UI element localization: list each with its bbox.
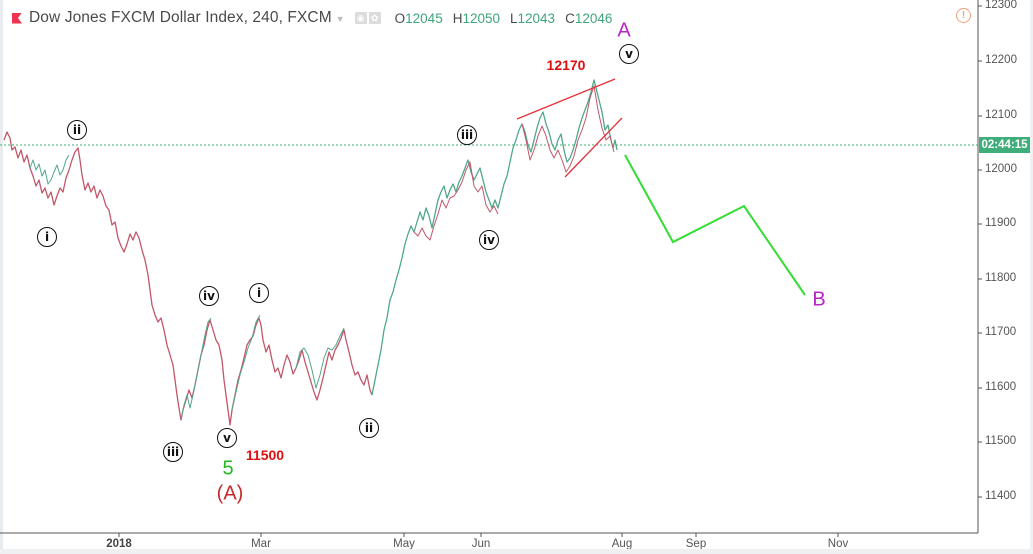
wave-label-iv-2[interactable]: iv	[479, 230, 499, 250]
wave-B-label[interactable]: B	[812, 288, 826, 311]
ohlc-values: O12045 H12050 L12043 C12046	[395, 11, 613, 26]
time-tick: Jun	[471, 538, 491, 550]
price-tick: 12200	[985, 54, 1017, 66]
wave-label-iii[interactable]: iii	[163, 442, 183, 462]
left-edge	[0, 0, 3, 554]
price-tick: 11600	[985, 381, 1017, 393]
ohlc-open-key: O	[394, 10, 406, 26]
price-tick: 11900	[985, 217, 1017, 229]
caret-down-icon[interactable]: ▼	[335, 14, 345, 24]
price-tick: 12100	[985, 109, 1017, 121]
time-tick: Aug	[611, 538, 633, 550]
wave-label-iii-2[interactable]: iii	[457, 125, 477, 145]
time-axis-ticks	[118, 533, 839, 537]
ohlc-high-key: H	[452, 10, 463, 26]
price-tick: 12300	[985, 0, 1017, 11]
time-tick: 2018	[106, 538, 132, 550]
wave-A-paren-label[interactable]: (A)	[216, 482, 244, 505]
ohlc-low-value: 12043	[517, 10, 556, 26]
time-tick: Nov	[827, 538, 849, 550]
high-price-label[interactable]: 12170	[546, 57, 586, 73]
wave-label-iv[interactable]: iv	[199, 286, 219, 306]
wave-label-v-2[interactable]: v	[619, 44, 639, 64]
ohlc-close-value: 12046	[574, 10, 613, 26]
wedge-upper-line[interactable]	[516, 78, 616, 120]
wave-5-label[interactable]: 5	[222, 457, 234, 480]
ohlc-close-key: C	[565, 10, 575, 26]
time-tick: May	[393, 538, 415, 550]
wave-label-ii[interactable]: ii	[67, 120, 87, 140]
wedge-lower-line[interactable]	[564, 117, 623, 178]
candles	[3, 79, 618, 426]
right-edge	[1030, 0, 1033, 554]
ohlc-open: O12045	[395, 11, 443, 26]
ohlc-low-key: L	[510, 10, 518, 26]
price-axis-ticks	[978, 5, 982, 498]
warning-icon[interactable]: !	[956, 8, 971, 23]
symbol-title[interactable]: Dow Jones FXCM Dollar Index, 240, FXCM	[29, 9, 332, 26]
wave-label-i-2[interactable]: i	[249, 283, 269, 303]
ohlc-open-value: 12045	[405, 10, 443, 26]
bottom-edge	[0, 549, 1033, 554]
time-tick: Mar	[251, 538, 271, 550]
chart-legend: Dow Jones FXCM Dollar Index, 240, FXCM ▼…	[12, 8, 612, 28]
ohlc-high-value: 12050	[462, 10, 500, 26]
wave-A-label[interactable]: A	[617, 19, 631, 42]
ohlc-close: C12046	[565, 11, 612, 26]
projection-zigzag[interactable]	[624, 154, 806, 296]
wave-label-i[interactable]: i	[37, 227, 57, 247]
bar-countdown-badge: 02:44:15	[979, 137, 1030, 153]
wave-label-v[interactable]: v	[217, 428, 237, 448]
price-tick: 12000	[985, 163, 1017, 175]
price-tick: 11800	[985, 272, 1017, 284]
ohlc-low: L12043	[510, 11, 555, 26]
gear-icon[interactable]: ✿	[368, 12, 381, 24]
eye-icon[interactable]: ◉	[354, 12, 367, 24]
low-price-label[interactable]: 11500	[245, 447, 285, 463]
time-tick: Sep	[685, 538, 707, 550]
price-tick: 11400	[985, 490, 1017, 502]
price-tick: 11700	[985, 326, 1017, 338]
ohlc-high: H12050	[453, 11, 500, 26]
wave-label-ii-2[interactable]: ii	[359, 418, 379, 438]
flag-icon[interactable]	[12, 12, 22, 24]
price-tick: 11500	[985, 435, 1017, 447]
